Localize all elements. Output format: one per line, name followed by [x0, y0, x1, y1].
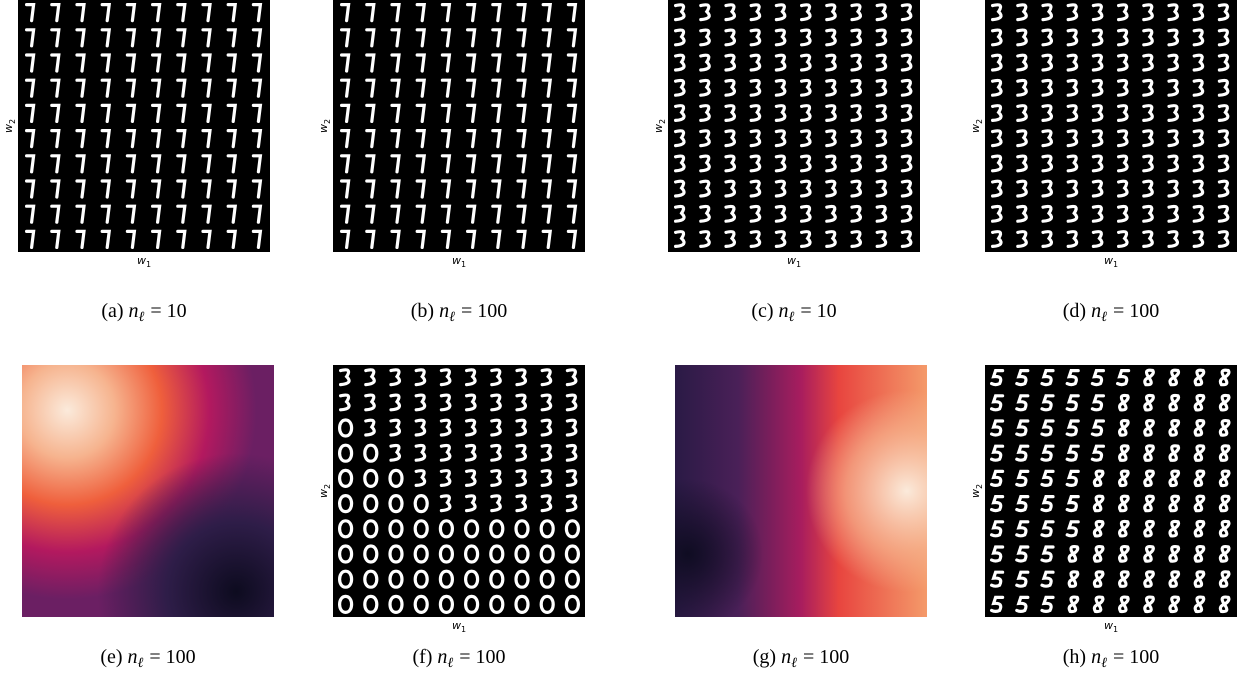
- caption: (c) nℓ = 10: [751, 300, 836, 325]
- y-axis-label-base: w: [317, 489, 330, 498]
- y-axis-label: w2: [317, 119, 332, 133]
- y-axis-label-sub: 2: [323, 484, 332, 489]
- x-axis-label-base: w: [452, 619, 461, 632]
- caption-sub: ℓ: [138, 656, 144, 671]
- x-axis-label-sub: 1: [796, 260, 801, 269]
- caption-var: n: [1091, 300, 1101, 322]
- x-axis-label-base: w: [137, 254, 146, 267]
- caption-label: (g): [753, 646, 776, 668]
- heatmap-shade: [22, 365, 274, 617]
- caption-sub: ℓ: [449, 310, 455, 325]
- caption-var: n: [779, 300, 789, 322]
- caption-var: n: [437, 646, 447, 668]
- y-axis-label-base: w: [2, 124, 15, 133]
- y-axis-label: w2: [652, 119, 667, 133]
- caption: (a) nℓ = 10: [101, 300, 186, 325]
- x-axis-label-sub: 1: [1113, 625, 1118, 634]
- caption-var: n: [128, 646, 138, 668]
- y-axis-label-sub: 2: [975, 484, 984, 489]
- x-axis-label: w1: [1104, 254, 1118, 269]
- x-axis-label-base: w: [1104, 619, 1113, 632]
- caption-label: (e): [100, 646, 122, 668]
- y-axis-label: w2: [969, 119, 984, 133]
- y-axis-label: w2: [317, 484, 332, 498]
- caption-label: (a): [101, 300, 123, 322]
- caption-sub: ℓ: [447, 656, 453, 671]
- caption: (g)nℓ = 100: [753, 646, 849, 671]
- caption-eq: = 100: [1113, 300, 1159, 322]
- x-axis-label-sub: 1: [461, 625, 466, 634]
- caption-eq: = 100: [459, 646, 505, 668]
- x-axis-label: w1: [787, 254, 801, 269]
- caption: (f)nℓ = 100: [412, 646, 505, 671]
- y-axis-label: w2: [2, 119, 17, 133]
- y-axis-label-sub: 2: [975, 119, 984, 124]
- x-axis-label-base: w: [452, 254, 461, 267]
- caption-eq: = 100: [149, 646, 195, 668]
- y-axis-label-base: w: [969, 489, 982, 498]
- y-axis-label-base: w: [652, 124, 665, 133]
- caption-label: (b): [411, 300, 434, 322]
- caption: (b)nℓ = 100: [411, 300, 507, 325]
- x-axis-label: w1: [137, 254, 151, 269]
- x-axis-label-base: w: [787, 254, 796, 267]
- caption: (h)nℓ = 100: [1063, 646, 1159, 671]
- caption-eq: = 100: [1113, 646, 1159, 668]
- image-grid: [333, 0, 585, 252]
- x-axis-label-base: w: [1104, 254, 1113, 267]
- caption-var: n: [129, 300, 139, 322]
- y-axis-label-sub: 2: [323, 119, 332, 124]
- page: w1w2(a)nℓ= 10w1w2(b)nℓ= 100w1w2(c)nℓ= 10…: [0, 0, 1238, 679]
- x-axis-label-sub: 1: [146, 260, 151, 269]
- y-axis-label-sub: 2: [8, 119, 17, 124]
- caption-var: n: [439, 300, 449, 322]
- caption-sub: ℓ: [139, 310, 145, 325]
- x-axis-label-sub: 1: [1113, 260, 1118, 269]
- x-axis-label-sub: 1: [461, 260, 466, 269]
- y-axis-label-base: w: [317, 124, 330, 133]
- caption-var: n: [1091, 646, 1101, 668]
- caption-sub: ℓ: [1101, 656, 1107, 671]
- x-axis-label: w1: [452, 619, 466, 634]
- image-grid: [18, 0, 270, 252]
- caption-label: (c): [751, 300, 773, 322]
- caption-sub: ℓ: [1101, 310, 1107, 325]
- caption-sub: ℓ: [791, 656, 797, 671]
- caption-eq: = 10: [800, 300, 836, 322]
- caption: (d)nℓ = 100: [1063, 300, 1159, 325]
- x-axis-label: w1: [452, 254, 466, 269]
- caption-var: n: [781, 646, 791, 668]
- caption-label: (d): [1063, 300, 1086, 322]
- figure: w1w2(a)nℓ= 10w1w2(b)nℓ= 100w1w2(c)nℓ= 10…: [0, 0, 1238, 679]
- y-axis-label: w2: [969, 484, 984, 498]
- y-axis-label-sub: 2: [658, 119, 667, 124]
- caption-eq: = 100: [803, 646, 849, 668]
- caption-label: (f): [412, 646, 432, 668]
- caption-sub: ℓ: [789, 310, 795, 325]
- caption-eq: = 10: [150, 300, 186, 322]
- caption: (e) nℓ = 100: [100, 646, 195, 671]
- y-axis-label-base: w: [969, 124, 982, 133]
- heatmap-shade: [675, 365, 927, 617]
- x-axis-label: w1: [1104, 619, 1118, 634]
- caption-eq: = 100: [461, 300, 507, 322]
- caption-label: (h): [1063, 646, 1086, 668]
